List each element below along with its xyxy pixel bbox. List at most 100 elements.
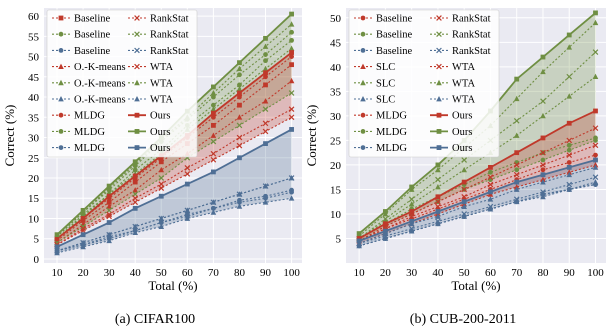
band-area [57, 129, 292, 253]
data-point [514, 76, 520, 82]
data-point [106, 220, 112, 225]
data-point [382, 216, 389, 222]
data-point [262, 98, 269, 104]
y-tick-label: 45 [28, 72, 40, 84]
data-point [158, 220, 164, 225]
data-point [289, 62, 294, 68]
data-point [408, 196, 415, 203]
data-point [236, 191, 243, 197]
data-point [593, 182, 598, 187]
legend-label: MLDG [376, 127, 407, 138]
y-tick-label: 50 [330, 13, 342, 25]
data-point [262, 183, 269, 189]
data-point [435, 176, 441, 183]
data-point [237, 102, 242, 108]
data-point [210, 199, 217, 205]
data-point [106, 203, 112, 209]
series-line [358, 164, 596, 244]
legend-marker [360, 15, 366, 21]
legend-item: O.-K-means [52, 62, 126, 73]
legend-label: RankStat [150, 30, 189, 41]
legend-item: WTA [430, 62, 475, 73]
data-point [592, 19, 599, 26]
legend-marker [360, 63, 366, 69]
x-tick-label: 80 [537, 267, 549, 279]
data-point [132, 187, 139, 193]
data-point [540, 162, 546, 168]
legend-marker [58, 129, 64, 134]
data-point [289, 54, 294, 59]
data-point [540, 112, 546, 119]
data-point [289, 11, 294, 17]
data-point [356, 231, 362, 236]
legend-label: WTA [150, 95, 173, 106]
data-point [461, 211, 468, 217]
data-point [54, 232, 60, 238]
legend-item: Baseline [52, 30, 110, 41]
y-tick-label: 60 [28, 11, 40, 23]
data-point [513, 132, 520, 138]
legend-item: Baseline [354, 30, 412, 41]
data-point [356, 236, 362, 241]
legend-label: Ours [452, 111, 472, 122]
data-point [288, 77, 295, 84]
y-tick-label: 30 [28, 133, 40, 145]
data-point [184, 212, 190, 217]
legend-marker [58, 112, 64, 118]
legend-label: RankStat [452, 14, 491, 25]
data-point [106, 193, 112, 199]
data-point [210, 209, 217, 215]
legend-label: WTA [452, 62, 475, 73]
data-point [435, 166, 441, 173]
legend-item: MLDG [354, 111, 407, 122]
data-point [461, 199, 467, 205]
x-tick-label: 30 [104, 267, 116, 279]
legend-marker [436, 15, 442, 21]
data-point [184, 171, 191, 177]
legend-item: Ours [430, 127, 472, 138]
series-line [56, 23, 292, 238]
legend-label: Baseline [74, 30, 110, 41]
data-point [288, 45, 295, 51]
legend-marker [58, 31, 64, 37]
data-point [488, 189, 493, 195]
legend-marker [436, 63, 442, 70]
data-point [263, 193, 268, 199]
legend-item: Baseline [354, 46, 412, 57]
legend-marker [58, 96, 64, 102]
data-point [488, 164, 493, 170]
data-point [262, 199, 269, 205]
data-point [592, 73, 599, 80]
data-point [409, 209, 415, 214]
legend-marker [360, 129, 366, 134]
data-point [184, 215, 191, 221]
data-point [263, 52, 268, 57]
data-point [158, 223, 165, 229]
data-point [106, 199, 112, 205]
data-point [132, 223, 139, 229]
y-tick-label: 15 [28, 193, 40, 205]
legend-item: MLDG [52, 111, 105, 122]
data-point [288, 195, 295, 201]
data-point [54, 247, 60, 254]
caption-cub: (b) CUB-200-2011 [410, 312, 516, 327]
data-point [289, 50, 294, 55]
data-point [409, 184, 415, 190]
legend-marker [134, 96, 140, 102]
data-point [514, 179, 520, 185]
data-point [80, 207, 86, 213]
y-tick-label: 15 [330, 184, 342, 196]
legend-label: RankStat [452, 30, 491, 41]
legend-item: RankStat [430, 14, 491, 25]
data-point [540, 189, 546, 195]
data-point [461, 186, 468, 193]
data-point [382, 221, 388, 227]
series-line [358, 110, 596, 240]
series-line [358, 183, 596, 247]
data-point [408, 201, 415, 207]
legend-label: Baseline [376, 14, 412, 25]
data-point [593, 108, 598, 114]
legend-item: RankStat [128, 14, 189, 25]
data-point [236, 122, 243, 129]
series-line [56, 31, 292, 238]
